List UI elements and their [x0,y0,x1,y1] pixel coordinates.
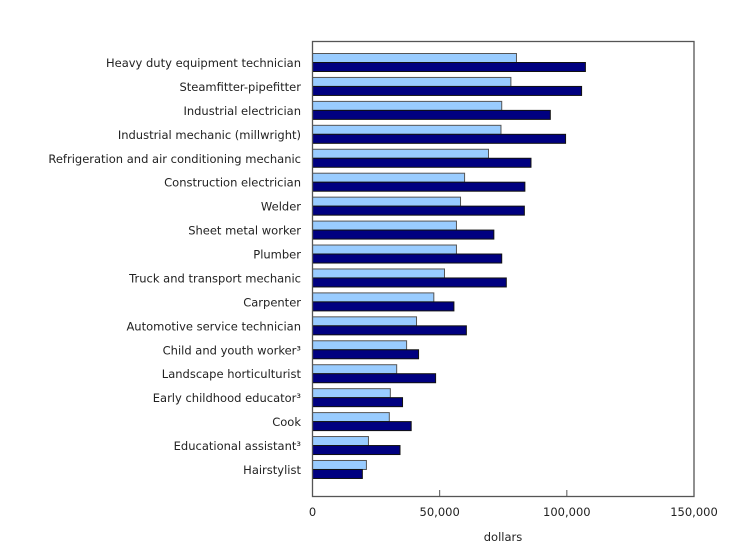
bar-series-2-3 [312,133,567,144]
bar-series-1-8 [312,244,457,255]
category-label: Plumber [253,248,301,262]
bar-series-1-0 [312,53,517,63]
category-label: Sheet metal worker [188,224,301,238]
bar-series-2-10 [312,301,455,312]
bar-series-2-14 [312,397,404,408]
category-label: Truck and transport mechanic [128,271,301,285]
bar-series-1-10 [312,292,435,303]
bar-series-2-5 [312,181,526,192]
category-label: Welder [261,200,301,214]
bar-series-2-4 [312,157,532,168]
category-label: Construction electrician [164,176,301,190]
bar-series-1-15 [312,412,390,423]
plot-frame [311,40,695,498]
x-axis: 0 50,000 100,000 150,000 [309,490,718,519]
bar-series-1-11 [312,316,418,327]
bar-series-1-1 [312,76,512,87]
category-label: Child and youth worker³ [163,343,302,357]
bars-group [312,53,586,479]
category-label: Industrial mechanic (millwright) [118,128,301,142]
bar-series-2-13 [312,373,437,384]
category-label: Automotive service technician [126,319,301,333]
bar-series-2-9 [312,277,507,288]
x-axis-label: dollars [484,530,523,544]
category-label: Industrial electrician [183,104,301,118]
bar-series-1-14 [312,388,391,399]
bar-series-1-5 [312,172,466,183]
bar-series-2-1 [312,85,583,96]
bar-series-2-15 [312,421,412,432]
bar-series-1-13 [312,364,398,375]
x-tick-label: 150,000 [670,505,718,519]
category-label: Heavy duty equipment technician [106,56,301,70]
bar-series-1-4 [312,148,489,159]
bar-series-1-17 [312,459,367,470]
bar-series-2-17 [312,468,363,479]
bar-series-1-7 [312,220,457,231]
category-label: Steamfitter-pipefitter [179,80,301,94]
x-tick-label: 0 [309,505,316,519]
bar-series-2-16 [312,445,401,456]
bar-series-2-12 [312,349,420,360]
category-label: Carpenter [243,295,301,309]
bar-series-1-2 [312,100,503,111]
bar-series-1-3 [312,124,502,135]
bar-series-2-7 [312,229,495,240]
category-label: Refrigeration and air conditioning mecha… [48,152,301,166]
bar-series-2-0 [312,62,586,72]
category-label: Educational assistant³ [174,439,302,453]
bar-series-1-9 [312,268,445,279]
bar-series-1-16 [312,436,369,447]
x-tick-label: 50,000 [420,505,460,519]
category-label: Early childhood educator³ [153,391,302,405]
bar-series-2-6 [312,205,525,216]
category-label: Cook [272,415,301,429]
bar-series-2-2 [312,109,551,120]
x-tick-label: 100,000 [543,505,591,519]
category-labels: Heavy duty equipment technician Steamfitt… [48,56,301,477]
category-label: Landscape horticulturist [162,367,302,381]
category-label: Hairstylist [243,463,301,477]
bar-series-2-11 [312,325,467,336]
bar-series-1-6 [312,196,462,207]
bar-series-2-8 [312,253,503,264]
bar-series-1-12 [312,340,408,351]
